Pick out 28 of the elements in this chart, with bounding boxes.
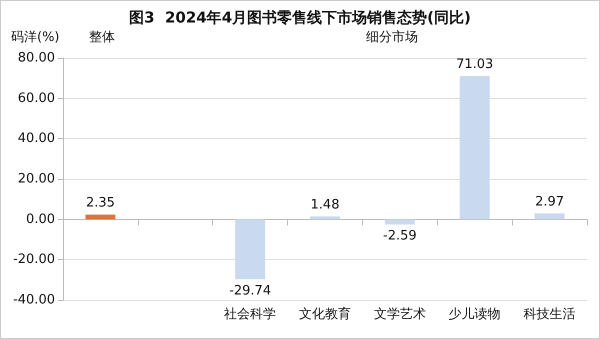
y-tick-label: -40.00: [13, 292, 55, 308]
data-label: 71.03: [456, 57, 494, 72]
x-tick-label: 社会科学: [224, 307, 276, 322]
data-label: 1.48: [310, 197, 340, 212]
data-label: 2.35: [86, 196, 115, 211]
bar: [85, 214, 116, 220]
x-tick-label: 科技生活: [524, 307, 576, 322]
text: 整体: [89, 30, 115, 45]
bar: [235, 219, 266, 280]
y-tick-label: 0.00: [26, 212, 55, 227]
data-label: -2.59: [383, 228, 417, 244]
data-label: 2.97: [535, 194, 564, 210]
x-tick-label: 文化教育: [299, 306, 351, 322]
y-tick-label: 20.00: [18, 172, 55, 186]
bar: [310, 216, 340, 220]
x-tick-label: 文学艺术: [374, 307, 426, 322]
bar: [384, 219, 415, 225]
y-tick-label: 60.00: [18, 90, 55, 106]
y-tick-label: 40.00: [18, 131, 55, 146]
data-label: -29.74: [229, 283, 272, 298]
y-axis-title: 码洋(%): [11, 30, 60, 45]
bar: [534, 213, 565, 220]
y-tick-label: -20.00: [13, 252, 55, 268]
chart-title: 图3 2024年4月图书零售线下市场销售态势(同比): [129, 8, 471, 26]
x-tick-label: 少儿读物: [448, 307, 501, 322]
text: 细分市场: [366, 30, 418, 45]
y-tick-label: 80.00: [18, 50, 55, 66]
bar: [460, 76, 490, 220]
